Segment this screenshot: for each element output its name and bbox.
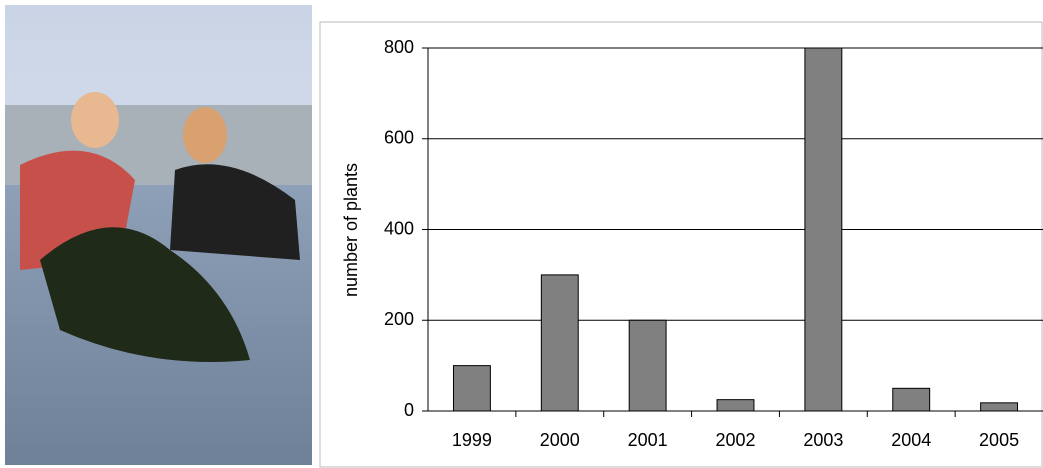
y-tick-label: 0 xyxy=(404,400,414,420)
y-tick-label: 800 xyxy=(384,37,414,57)
y-tick-label: 600 xyxy=(384,128,414,148)
bar xyxy=(541,275,578,411)
photo-face xyxy=(183,107,227,163)
bar xyxy=(453,366,490,411)
bar xyxy=(629,320,666,411)
page: number of plants 0 200 400 600 800 1999 2000 20… xyxy=(0,0,1043,468)
x-tick-label: 2004 xyxy=(891,430,931,450)
bar xyxy=(981,403,1018,411)
photo xyxy=(5,5,312,465)
y-tick-label: 400 xyxy=(384,218,414,238)
bar xyxy=(717,400,754,411)
x-tick-label: 2003 xyxy=(803,430,843,450)
bar xyxy=(893,388,930,411)
x-tick-label: 2000 xyxy=(540,430,580,450)
x-tick-label: 1999 xyxy=(452,430,492,450)
x-tick-label: 2002 xyxy=(715,430,755,450)
y-axis-label: number of plants xyxy=(341,163,361,297)
figure: number of plants 0 200 400 600 800 1999 2000 20… xyxy=(0,0,1043,468)
x-tick-label: 2005 xyxy=(979,430,1019,450)
y-tick-label: 200 xyxy=(384,309,414,329)
photo-face xyxy=(71,92,119,148)
bar xyxy=(805,48,842,411)
x-tick-label: 2001 xyxy=(628,430,668,450)
